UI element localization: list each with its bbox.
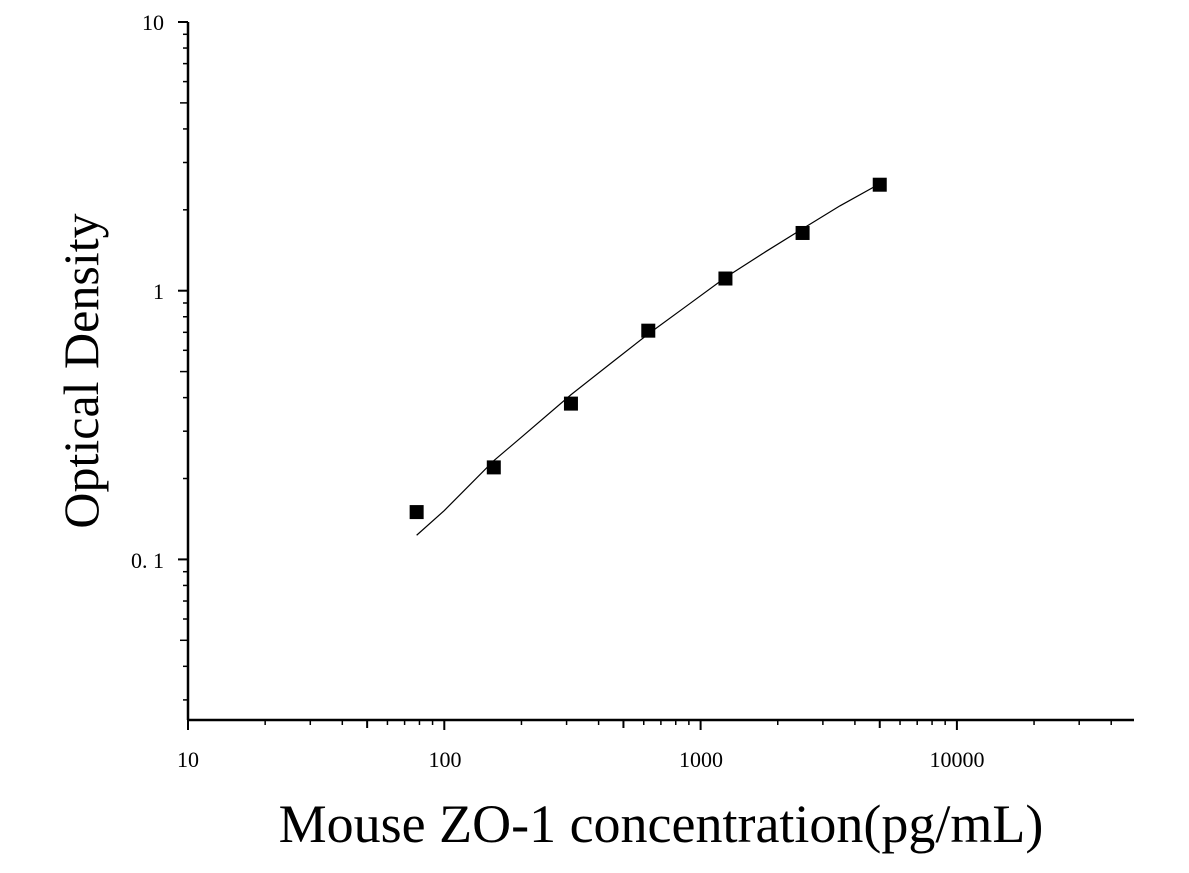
data-point-2 — [486, 460, 501, 475]
x-tick-label-100: 100 — [429, 747, 462, 772]
data-point-6 — [795, 225, 810, 240]
y-tick-label-0.1: 0. 1 — [131, 548, 164, 573]
ticks-layer — [178, 21, 1112, 730]
data-point-5 — [718, 271, 733, 286]
axes-layer — [186, 22, 1134, 722]
fit-curve-layer — [416, 183, 881, 536]
x-tick-label-1000: 1000 — [679, 747, 723, 772]
tick-labels-layer: 10 1 0. 1 10 100 1000 10000 — [131, 10, 985, 772]
data-points-layer — [409, 177, 887, 520]
fit-curve — [416, 183, 881, 536]
x-axis-title: Mouse ZO-1 concentration(pg/mL) — [279, 794, 1044, 854]
titles-layer: Mouse ZO-1 concentration(pg/mL) Optical … — [53, 213, 1043, 854]
data-point-1 — [409, 505, 424, 520]
data-point-4 — [641, 323, 656, 338]
y-tick-label-1: 1 — [153, 279, 164, 304]
y-axis-title: Optical Density — [53, 213, 109, 528]
data-point-3 — [563, 396, 578, 411]
x-tick-label-10: 10 — [177, 747, 199, 772]
data-point-7 — [872, 177, 887, 192]
y-tick-label-10: 10 — [142, 10, 164, 35]
x-tick-label-10000: 10000 — [930, 747, 985, 772]
